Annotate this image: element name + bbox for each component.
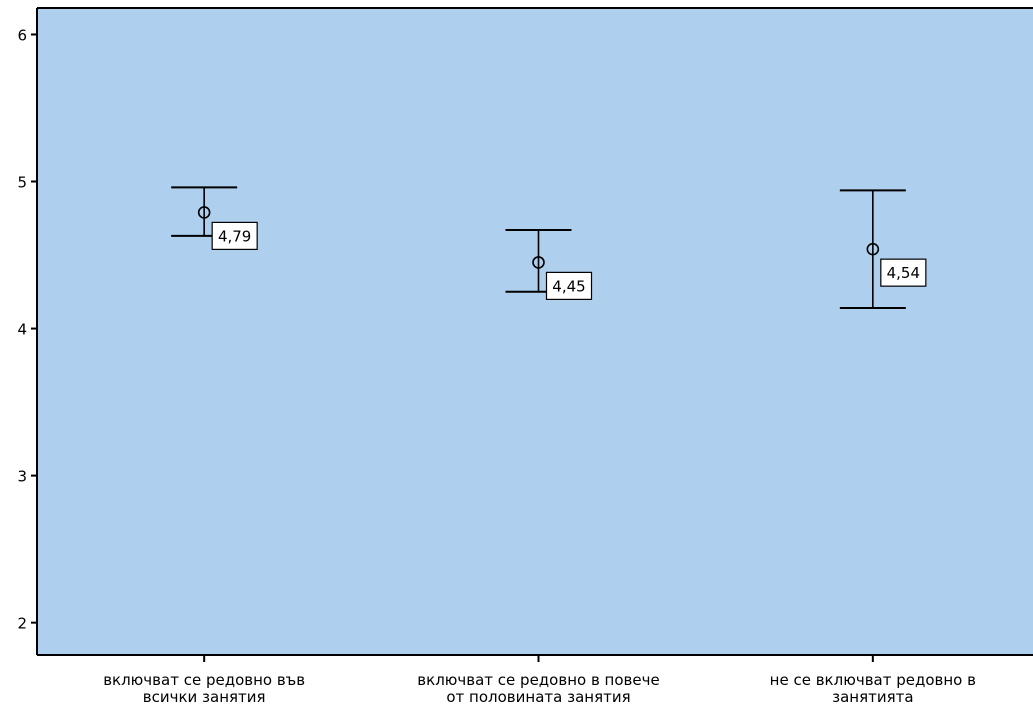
y-tick-label: 6: [17, 26, 27, 44]
mean-marker: [197, 206, 211, 219]
mean-marker: [532, 256, 545, 269]
data-label: 4,54: [887, 264, 920, 282]
y-tick-label: 3: [17, 468, 27, 486]
data-label-box: [211, 221, 258, 250]
data-label: 4,79: [218, 227, 251, 245]
x-category-label: включват се редовно във: [103, 671, 305, 689]
plot-area: [37, 8, 1033, 655]
chart-marks: 4,79 4,45 4,54: [171, 186, 927, 309]
x-category-label: всички занятия: [143, 688, 266, 706]
y-tick-label: 4: [17, 321, 27, 339]
data-label-box: [880, 258, 927, 287]
mean-marker: [866, 242, 880, 256]
data-label: 4,45: [552, 277, 585, 295]
x-category-label: не се включват редовно в: [770, 671, 976, 689]
x-category-label: включват се редовно в повече: [417, 671, 659, 689]
y-tick-label: 2: [17, 615, 27, 633]
data-label-box: [545, 271, 593, 300]
x-category-label: от половината занятия: [446, 688, 630, 706]
x-category-label: занятията: [832, 688, 913, 706]
y-tick-label: 5: [17, 174, 27, 192]
